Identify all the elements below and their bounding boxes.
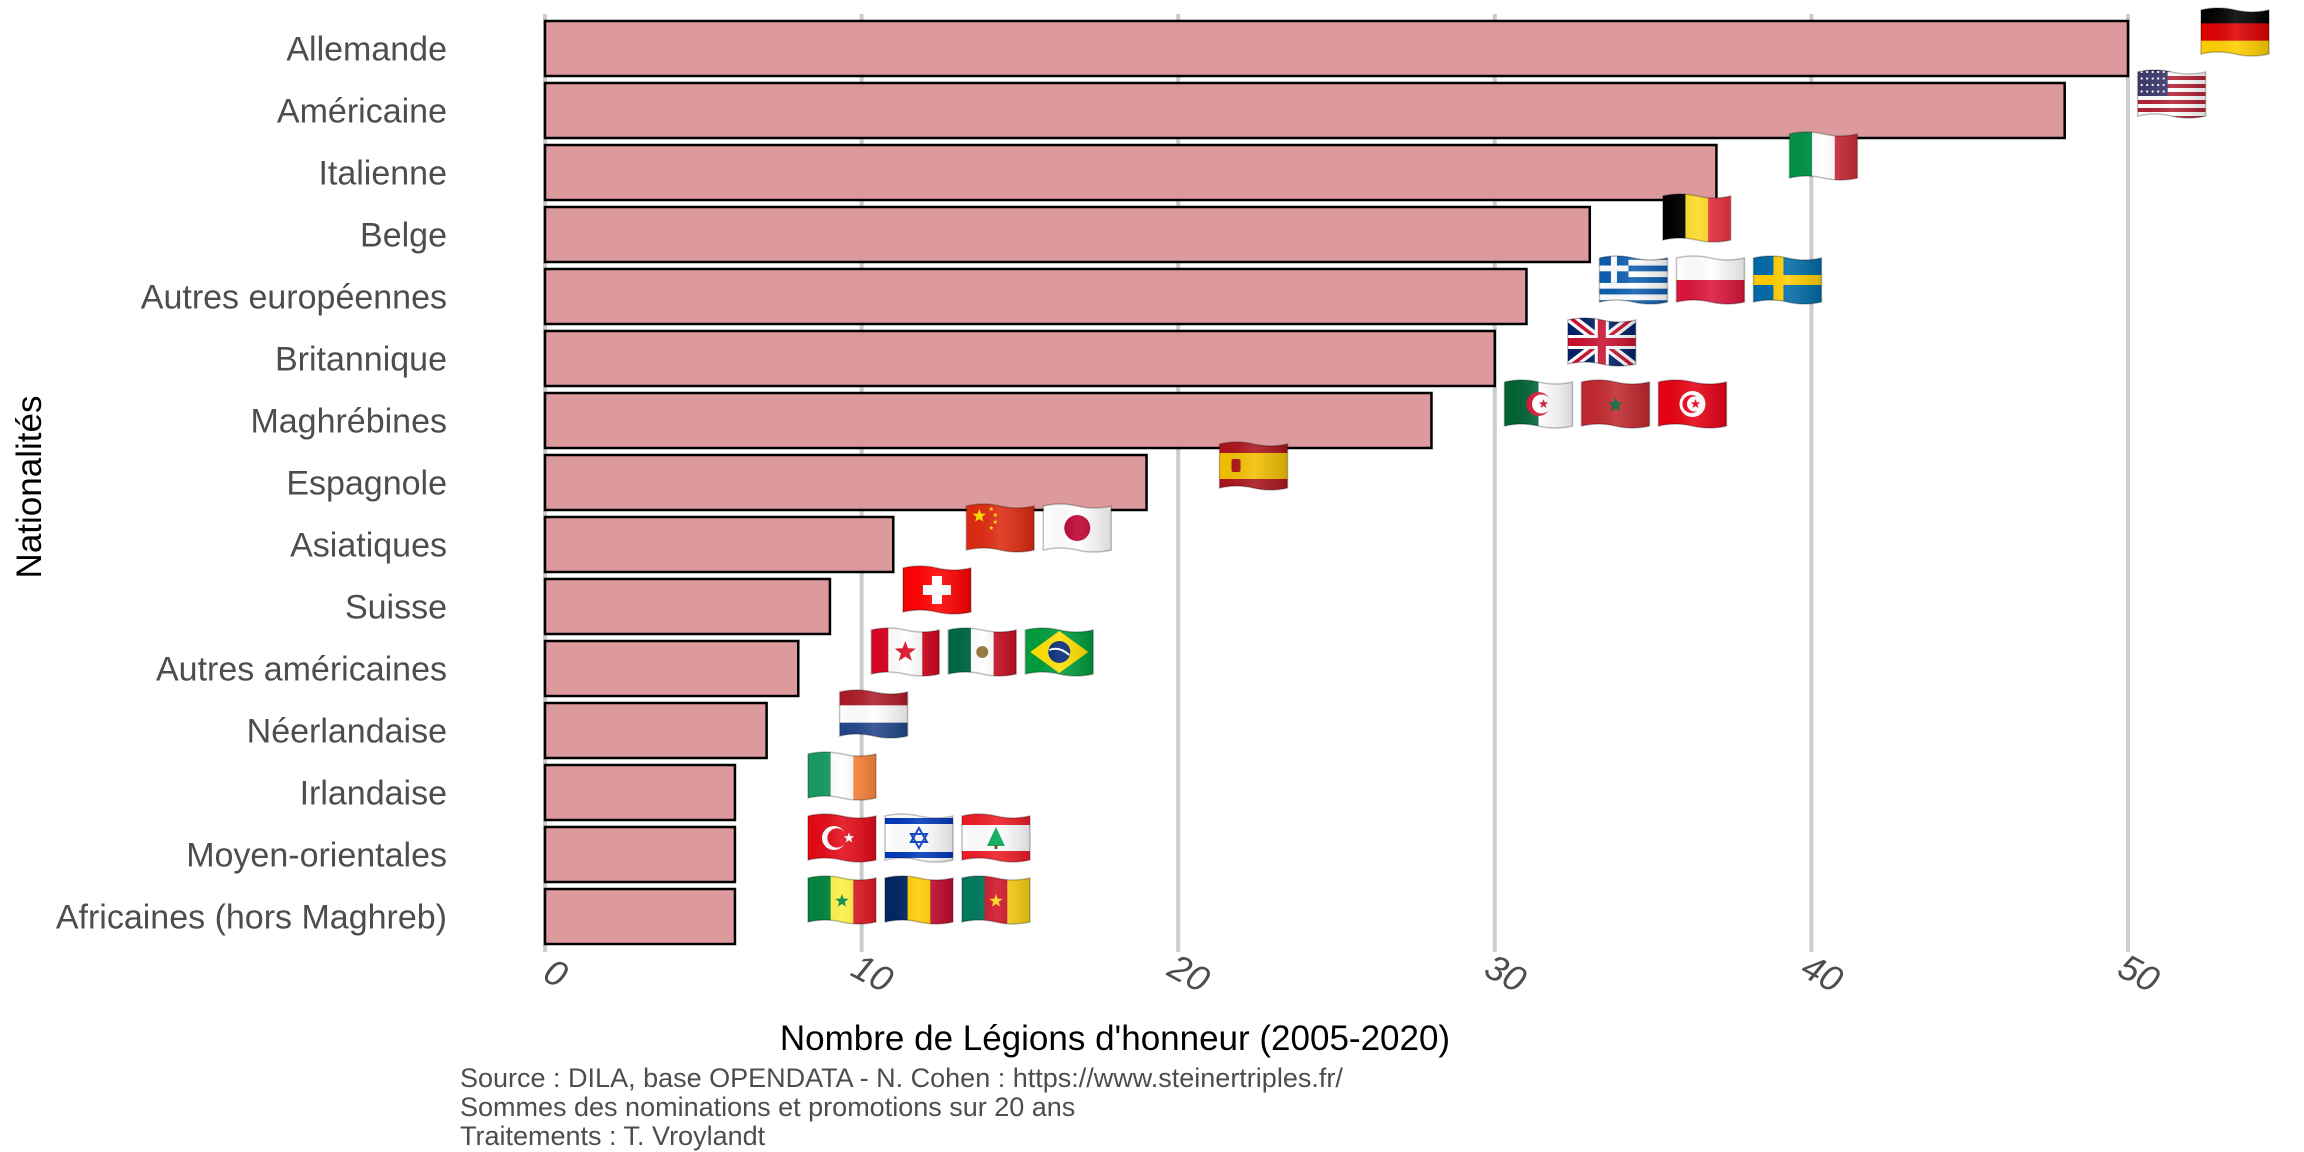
category-label: Asiatiques [290,527,447,565]
bar-4 [543,205,1592,264]
x-tick-labels: 0 10 20 30 40 50 [537,945,2166,1000]
bar-12 [543,701,768,760]
bar-8 [543,453,1148,512]
bar-2 [543,81,2066,140]
bar-6 [543,329,1497,388]
morocco-flag-icon [1580,379,1651,429]
category-labels: Allemande Américaine Italienne Belge Autres … [56,31,447,937]
lebanon-flag-icon [961,813,1031,863]
uk-flag-icon [1567,317,1637,367]
caption-source: Source : DILA, base OPENDATA - N. Cohen … [460,1063,1343,1093]
switzerland-flag-icon [902,565,972,615]
bar-5 [543,267,1528,326]
bar-15 [543,887,737,946]
category-label: Maghrébines [250,403,447,441]
bar-14 [543,825,737,884]
belgium-flag-icon [1662,193,1732,243]
bar-11 [543,639,800,698]
sweden-flag-icon [1752,255,1823,305]
caption-note: Sommes des nominations et promotions sur… [460,1092,1076,1122]
chad-flag-icon [884,875,954,925]
bar-7 [543,391,1433,450]
category-label: Suisse [345,589,447,627]
germany-flag-icon [2200,7,2270,57]
mexico-flag-icon [947,627,1018,677]
italy-flag-icon [1788,131,1859,181]
x-tick-label: 20 [1161,945,1216,1000]
japan-flag-icon [1042,503,1113,553]
category-label: Autres européennes [141,279,447,317]
israel-flag-icon [884,813,954,863]
flags [807,7,2270,925]
x-tick-label: 10 [845,945,900,1000]
bar-10 [543,577,832,636]
category-label: Moyen-orientales [186,837,447,875]
category-label: Italienne [318,155,447,193]
category-label: Néerlandaise [247,713,447,751]
canada-flag-icon [870,627,941,677]
netherlands-flag-icon [838,689,909,739]
y-axis-title: Nationalités [10,396,49,579]
senegal-flag-icon [807,875,877,925]
usa-flag-icon [2136,69,2207,119]
bar-13 [543,763,737,822]
ireland-flag-icon [807,751,877,801]
poland-flag-icon [1675,255,1746,305]
turkey-flag-icon [807,813,877,863]
bar-3 [543,143,1718,202]
category-label: Belge [360,217,447,255]
x-tick-label: 30 [1478,945,1533,1000]
brazil-flag-icon [1024,627,1095,677]
x-tick-label: 40 [1795,945,1850,1000]
category-label: Britannique [275,341,447,379]
category-label: Africaines (hors Maghreb) [56,899,447,937]
category-label: Américaine [277,93,447,131]
tunisia-flag-icon [1657,379,1728,429]
greece-flag-icon [1598,255,1669,305]
caption-credit: Traitements : T. Vroylandt [460,1121,766,1151]
category-label: Allemande [286,31,447,69]
bar-9 [543,515,895,574]
category-label: Espagnole [286,465,447,503]
cameroon-flag-icon [961,875,1031,925]
bars [543,19,2130,946]
spain-flag-icon [1218,441,1289,491]
category-label: Autres américaines [156,651,447,689]
category-label: Irlandaise [300,775,447,813]
x-axis-title: Nombre de Légions d'honneur (2005-2020) [780,1019,1450,1058]
china-flag-icon [965,503,1036,553]
bar-1 [543,19,2130,78]
x-tick-label: 50 [2112,945,2167,1000]
x-tick-label: 0 [537,950,574,996]
algeria-flag-icon [1503,379,1574,429]
